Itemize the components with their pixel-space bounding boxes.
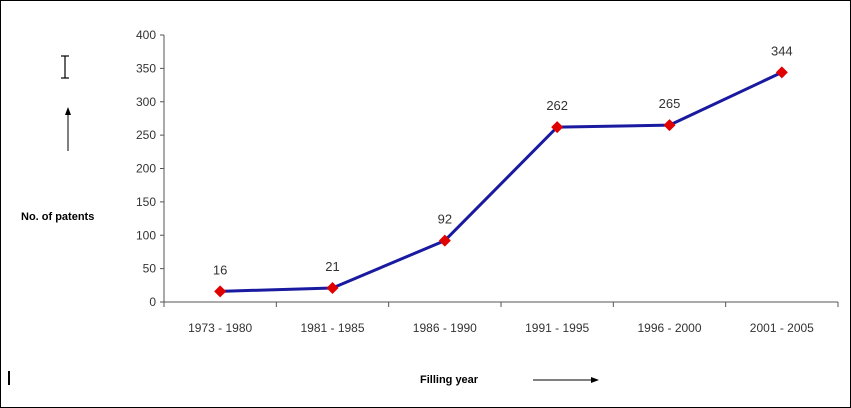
data-label: 265 <box>659 96 681 111</box>
axes <box>160 34 839 307</box>
data-point-marker <box>551 121 564 134</box>
data-point-marker <box>775 66 788 79</box>
y-tick-label: 50 <box>143 262 157 276</box>
x-tick-label: 1986 - 1990 <box>413 321 477 335</box>
data-label: 16 <box>213 262 227 277</box>
y-axis-arrow-icon <box>65 107 71 151</box>
y-tick-labels: 0 50 100 150 200 250 300 350 400 <box>136 28 156 309</box>
x-axis-title: Filling year <box>420 374 479 386</box>
data-point-marker <box>214 285 227 298</box>
x-axis-arrow-icon <box>533 377 599 383</box>
series-line <box>220 71 783 293</box>
data-label: 344 <box>771 43 793 58</box>
x-tick-label: 2001 - 2005 <box>750 321 814 335</box>
text-cursor-icon <box>61 55 69 79</box>
y-tick-label: 400 <box>136 28 156 42</box>
data-label: 92 <box>438 212 452 227</box>
x-tick-label: 1991 - 1995 <box>525 321 589 335</box>
y-tick-label: 300 <box>136 95 156 109</box>
y-tick-label: 0 <box>149 295 156 309</box>
y-tick-label: 250 <box>136 128 156 142</box>
y-tick-label: 350 <box>136 61 156 75</box>
data-point-marker <box>438 234 451 247</box>
data-labels: 16 21 92 262 265 344 <box>213 43 793 277</box>
y-tick-label: 200 <box>136 162 156 176</box>
y-tick-label: 150 <box>136 195 156 209</box>
series-markers <box>214 66 788 298</box>
data-point-marker <box>663 119 676 132</box>
x-tick-label: 1996 - 2000 <box>637 321 701 335</box>
y-tick-label: 100 <box>136 228 156 242</box>
data-label: 262 <box>546 98 568 113</box>
data-label: 21 <box>325 259 339 274</box>
x-tick-label: 1981 - 1985 <box>300 321 364 335</box>
y-axis-title: No. of patents <box>21 211 94 223</box>
data-point-marker <box>326 281 339 294</box>
x-tick-labels: 1973 - 1980 1981 - 1985 1986 - 1990 1991 - … <box>188 321 814 335</box>
x-tick-label: 1973 - 1980 <box>188 321 252 335</box>
